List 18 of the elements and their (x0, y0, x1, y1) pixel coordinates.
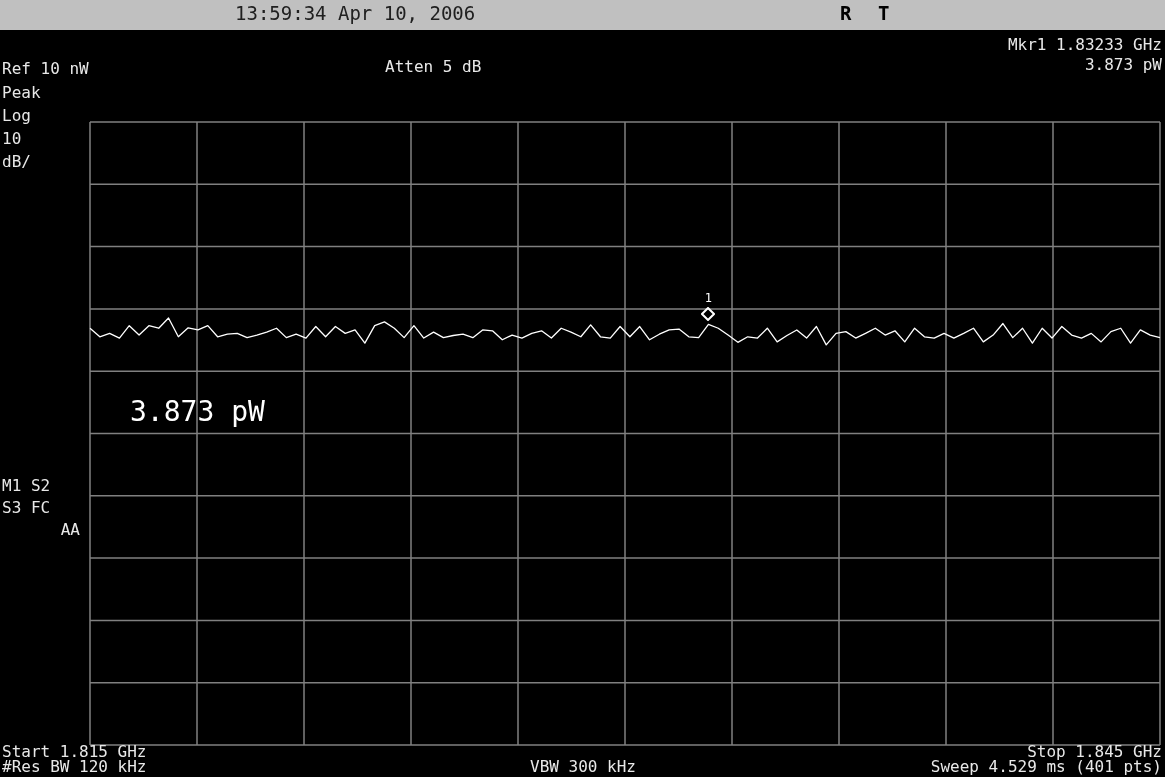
text: AA (60, 520, 81, 540)
text: 13:59:34 Apr 10, 2006 (235, 1, 476, 24)
text: T (878, 1, 890, 24)
text: 1 (704, 290, 713, 305)
text: Mkr1 1.83233 GHz (1007, 35, 1162, 55)
text: Ref 10 nW (2, 59, 90, 79)
text: 3.873 pW (1084, 55, 1163, 75)
text: dB/ (2, 152, 31, 172)
text: Peak (2, 83, 41, 103)
text: VBW 300 kHz (530, 757, 636, 777)
text: R (840, 1, 852, 24)
annotation: 3.873 pW (130, 395, 265, 429)
text: #Res BW 120 kHz (2, 757, 147, 777)
text: M1 S2 (2, 476, 51, 496)
text: Log (2, 106, 31, 126)
text: 10 (2, 129, 22, 149)
text: Atten 5 dB (385, 57, 482, 77)
text: S3 FC (2, 498, 51, 518)
